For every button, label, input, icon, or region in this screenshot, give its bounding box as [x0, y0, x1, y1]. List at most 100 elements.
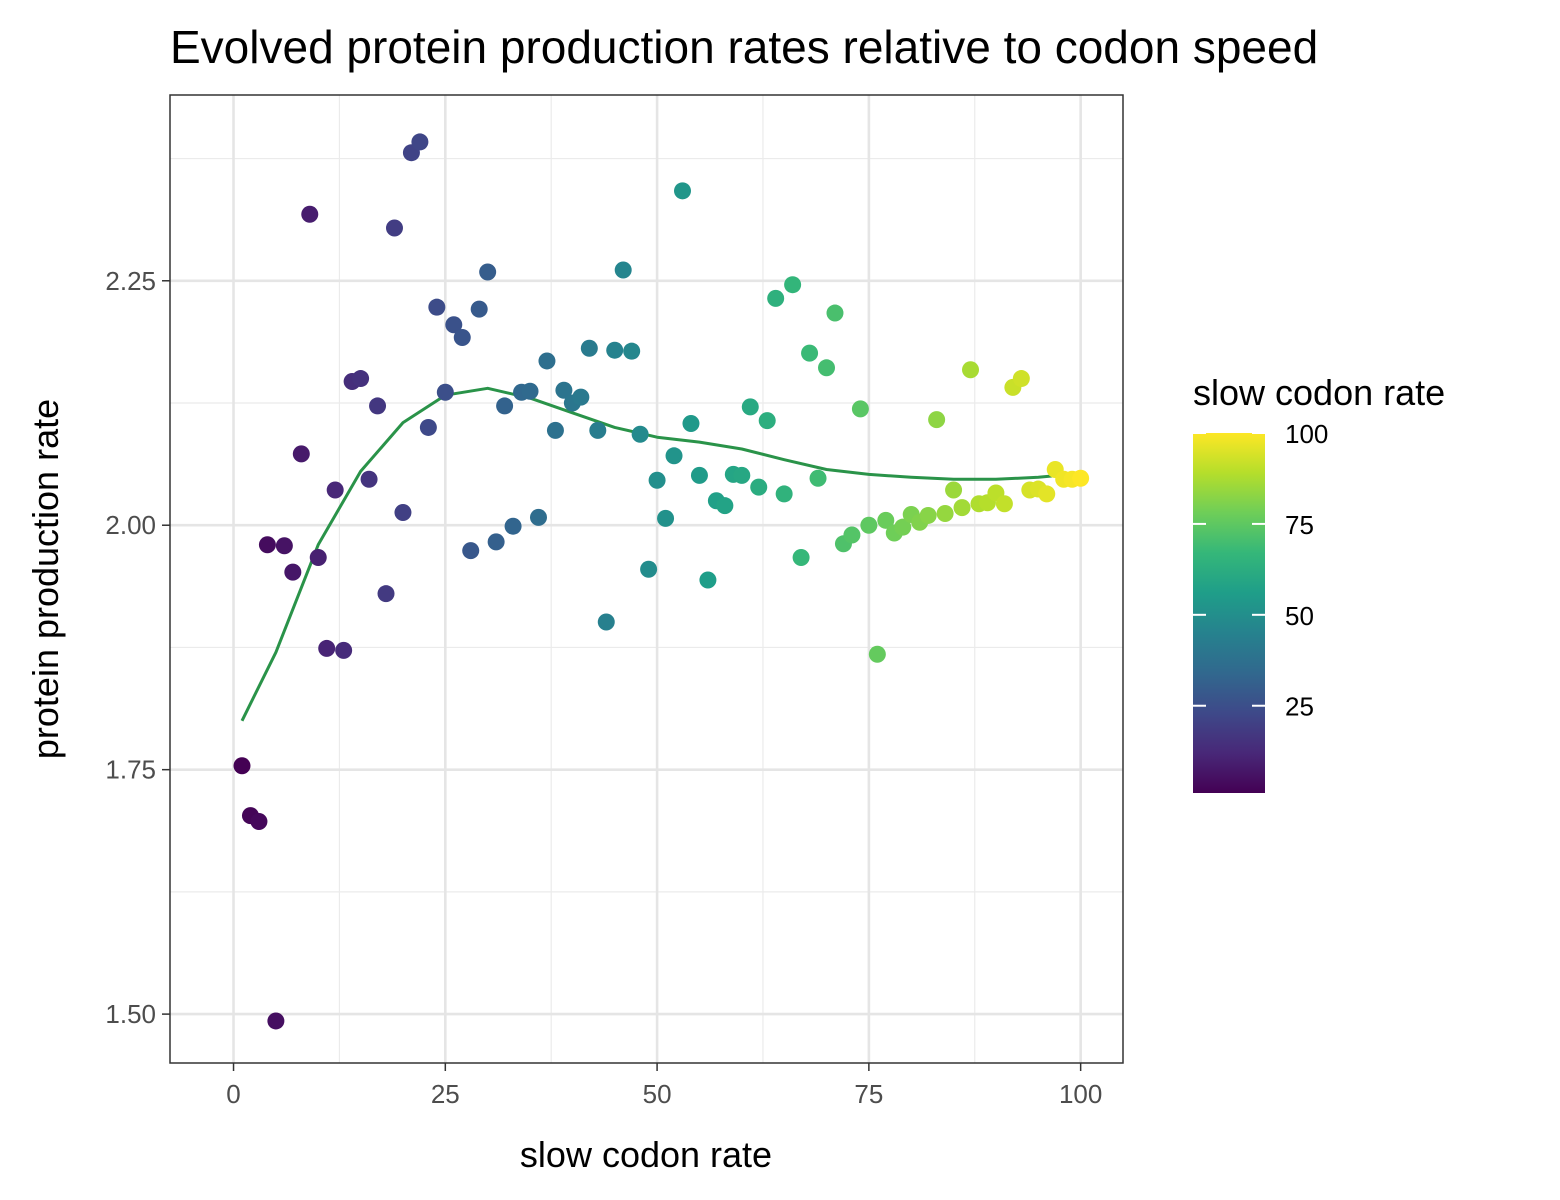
data-point: [360, 470, 378, 488]
x-tick-label: 75: [854, 1079, 883, 1109]
data-point: [250, 812, 268, 830]
data-point: [699, 571, 717, 589]
legend-ticks: 25 50 75 100: [1193, 419, 1328, 722]
points-group: [233, 133, 1090, 1030]
data-point: [657, 509, 675, 527]
data-point: [326, 481, 344, 499]
data-point: [1012, 370, 1030, 388]
data-point: [631, 425, 649, 443]
legend-tick-label: 50: [1285, 601, 1314, 631]
data-point: [462, 542, 480, 560]
data-point: [614, 261, 632, 279]
data-point: [784, 276, 802, 294]
data-point: [623, 342, 641, 360]
data-point: [597, 613, 615, 631]
data-point: [521, 382, 539, 400]
data-point: [877, 511, 895, 529]
data-point: [369, 397, 387, 415]
data-point: [606, 341, 624, 359]
data-point: [1072, 469, 1090, 487]
data-point: [682, 415, 700, 433]
data-point: [919, 506, 937, 524]
legend-tick-label: 25: [1285, 692, 1314, 722]
data-point: [275, 537, 293, 555]
data-point: [445, 316, 463, 334]
data-point: [301, 205, 319, 223]
y-tick-label: 1.50: [105, 999, 156, 1029]
data-point: [758, 412, 776, 430]
data-point: [1038, 485, 1056, 503]
x-tick-label: 100: [1059, 1079, 1102, 1109]
data-point: [843, 526, 861, 544]
data-point: [868, 645, 886, 663]
data-point: [258, 536, 276, 554]
data-point: [419, 418, 437, 436]
data-point: [538, 352, 556, 370]
data-point: [436, 383, 454, 401]
color-legend: slow codon rate 25 50 75 100: [1193, 372, 1445, 793]
x-tick-label: 25: [431, 1079, 460, 1109]
data-point: [292, 445, 310, 463]
data-point: [555, 381, 573, 399]
data-point: [995, 495, 1013, 513]
data-point: [733, 466, 751, 484]
y-tick-label: 1.75: [105, 755, 156, 785]
legend-title: slow codon rate: [1193, 372, 1445, 413]
data-point: [945, 481, 963, 499]
data-point: [962, 361, 980, 379]
data-point: [690, 466, 708, 484]
data-point: [496, 397, 514, 415]
data-point: [648, 471, 666, 489]
data-point: [953, 499, 971, 517]
data-point: [352, 370, 370, 388]
data-point: [767, 289, 785, 307]
data-point: [640, 560, 658, 578]
data-point: [504, 517, 522, 535]
x-axis-ticks: 0 25 50 75 100: [226, 1063, 1102, 1109]
data-point: [479, 263, 497, 281]
data-point: [716, 497, 734, 515]
y-tick-label: 2.00: [105, 510, 156, 540]
data-point: [860, 516, 878, 534]
data-point: [529, 508, 547, 526]
x-tick-label: 50: [643, 1079, 672, 1109]
y-axis-ticks: 1.50 1.75 2.00 2.25: [105, 266, 170, 1029]
data-point: [309, 548, 327, 566]
data-point: [546, 421, 564, 439]
data-point: [851, 400, 869, 418]
plot-border: [169, 94, 1124, 1064]
data-point: [775, 485, 793, 503]
data-point: [809, 469, 827, 487]
data-point: [818, 359, 836, 377]
data-point: [470, 300, 488, 318]
smooth-line-group: [240, 386, 1081, 722]
data-point: [453, 328, 471, 346]
data-point: [894, 518, 912, 536]
data-point: [928, 411, 946, 429]
data-point: [318, 639, 336, 657]
data-point: [589, 421, 607, 439]
chart-title: Evolved protein production rates relativ…: [170, 21, 1318, 73]
data-point: [674, 182, 692, 200]
y-axis-title: protein production rate: [25, 399, 66, 759]
data-point: [377, 585, 395, 603]
data-point: [792, 548, 810, 566]
data-point: [741, 398, 759, 416]
data-point: [580, 339, 598, 357]
data-point: [487, 533, 505, 551]
data-point: [801, 344, 819, 362]
plot-background: [170, 95, 1123, 1063]
data-point: [335, 641, 353, 659]
x-tick-label: 0: [226, 1079, 240, 1109]
legend-colorbar: [1193, 433, 1265, 793]
data-point: [284, 563, 302, 581]
data-point: [267, 1012, 285, 1030]
data-point: [411, 133, 429, 151]
legend-tick-label: 75: [1285, 510, 1314, 540]
x-axis-title: slow codon rate: [520, 1134, 772, 1175]
legend-tick-label: 100: [1285, 419, 1328, 449]
data-point: [394, 504, 412, 522]
data-point: [750, 478, 768, 496]
data-point: [665, 447, 683, 465]
